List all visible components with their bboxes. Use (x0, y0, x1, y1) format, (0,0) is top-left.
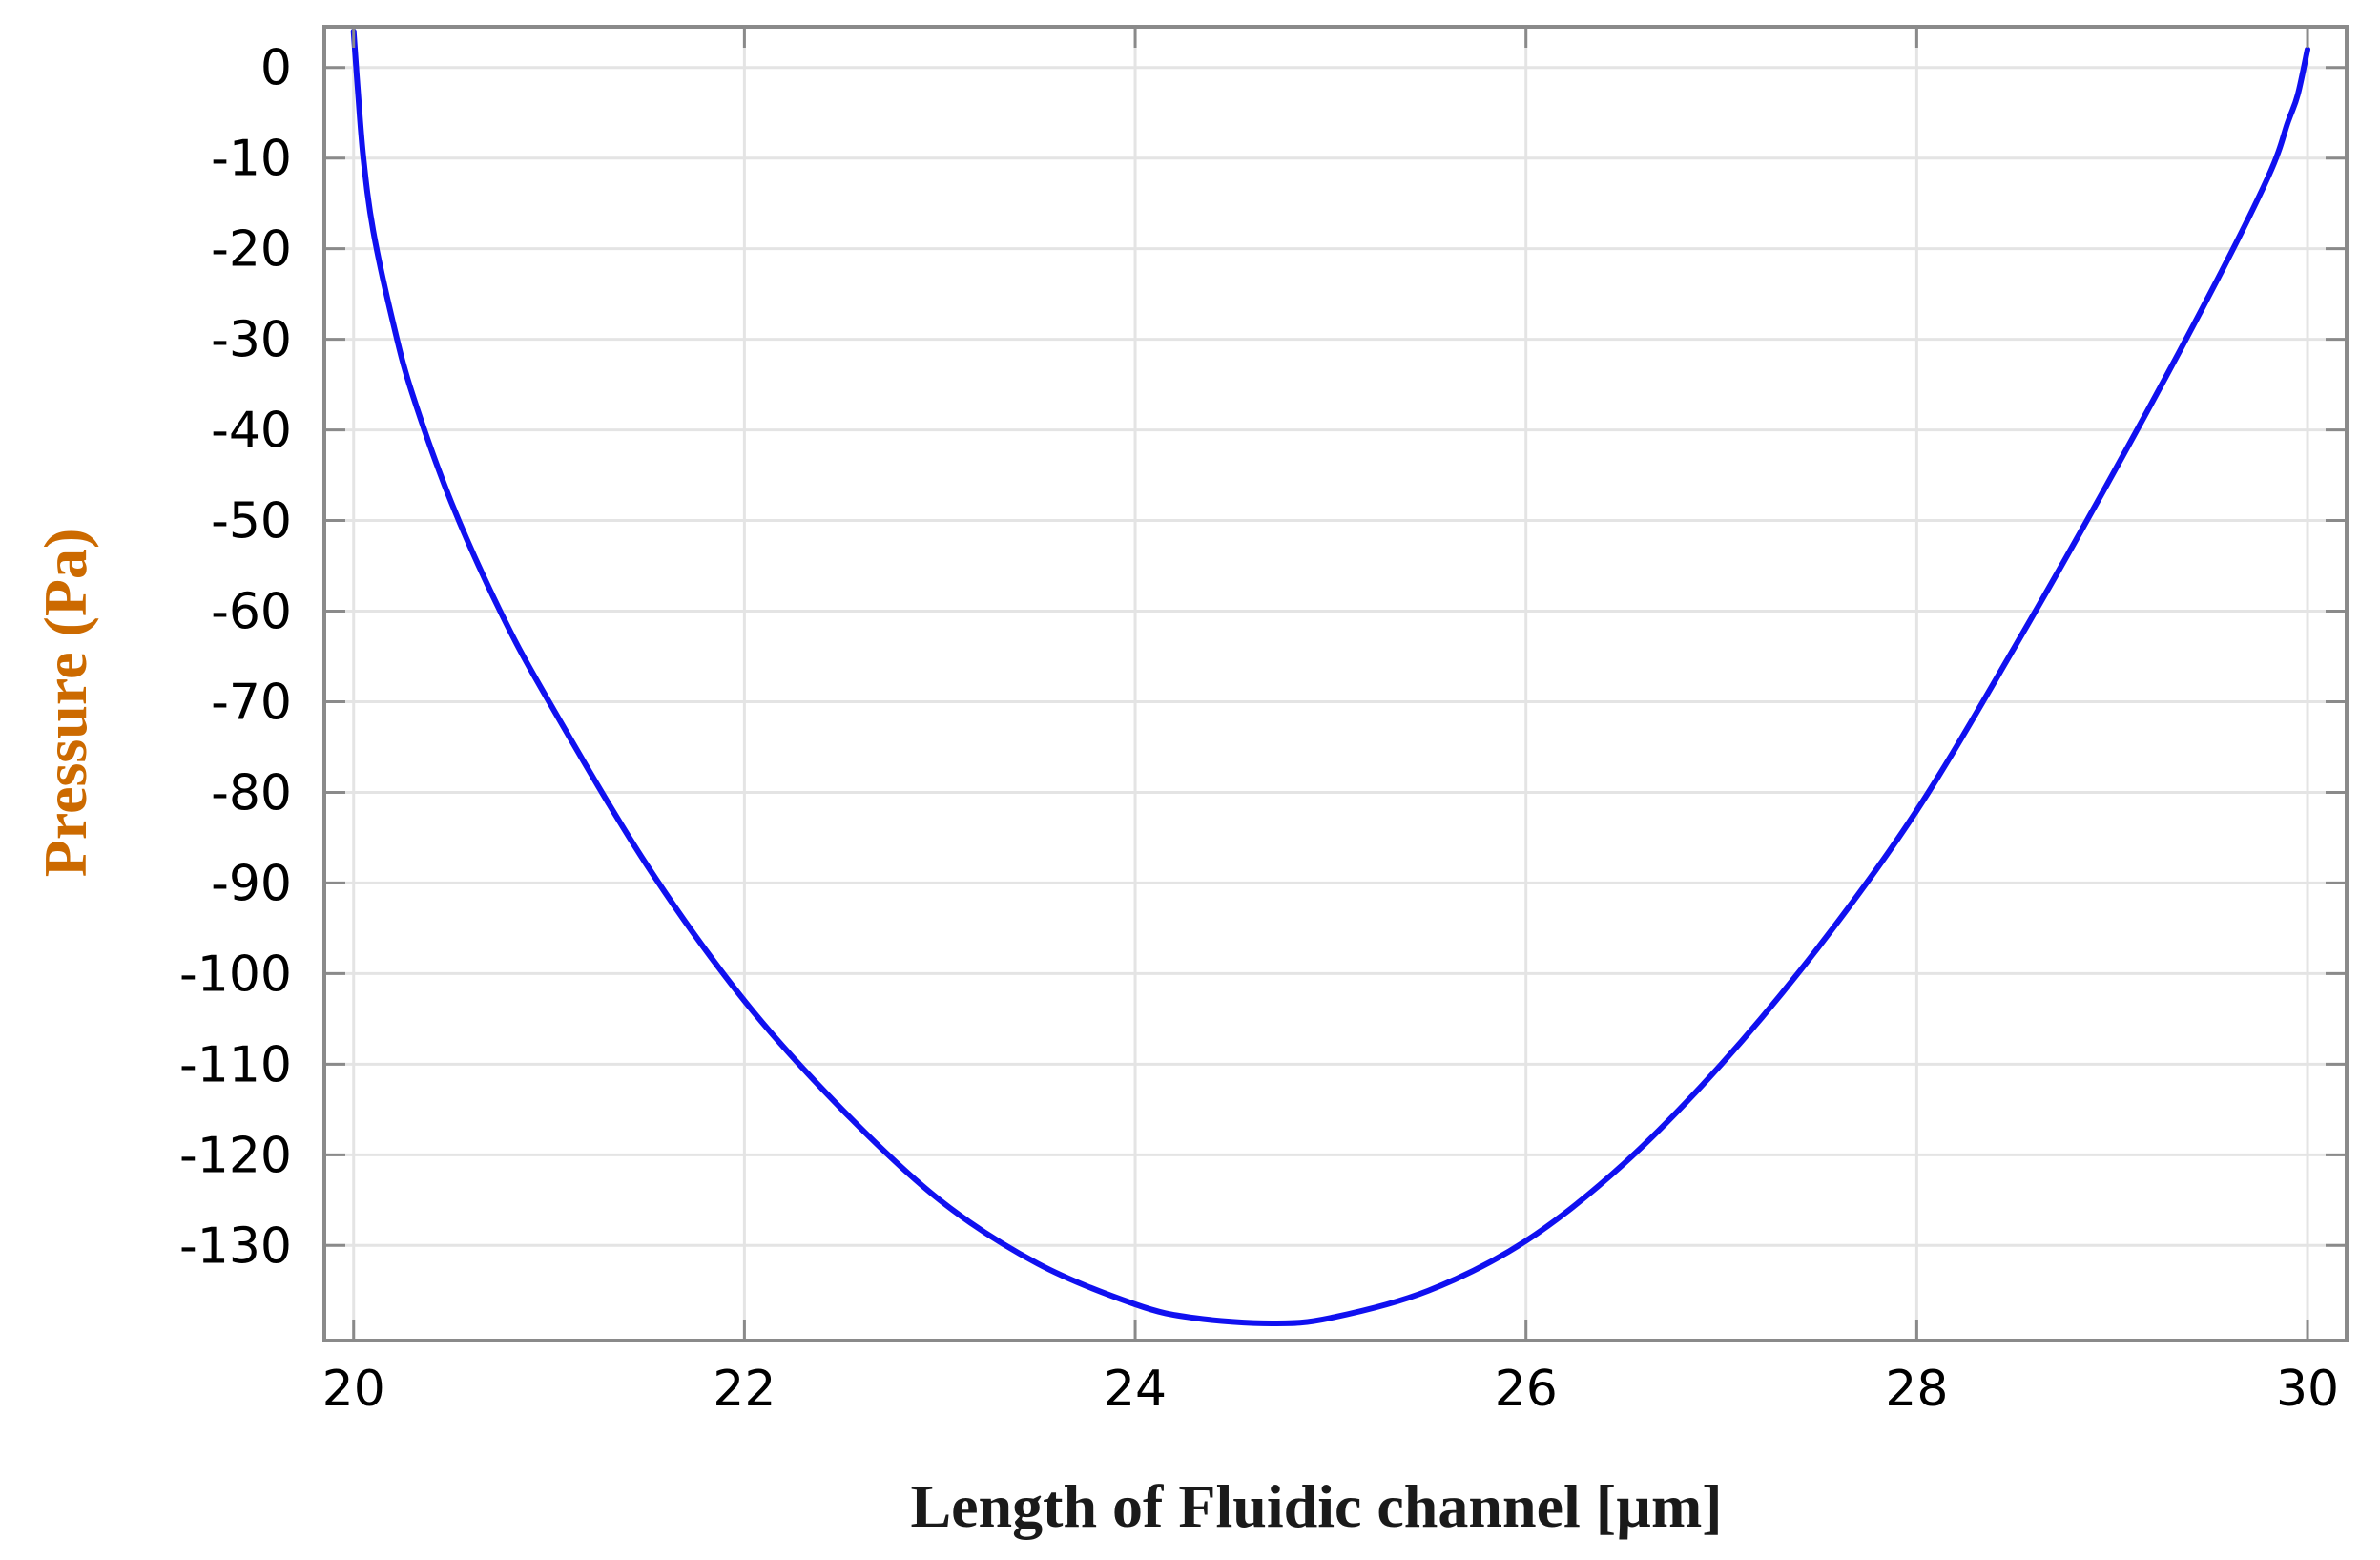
x-tick-label: 24 (1104, 1361, 1167, 1418)
y-tick-label: -110 (179, 1036, 292, 1093)
x-tick-label: 30 (2276, 1361, 2339, 1418)
grid (324, 27, 2347, 1341)
y-tick-label: -40 (211, 403, 292, 460)
y-tick-label: -70 (211, 674, 292, 731)
y-tick-label: -100 (179, 946, 292, 1003)
axis-ticks: 20 22 24 26 28 30 0 -10 -20 -30 -40 -50 -60 -70 -80 -90… (179, 27, 2347, 1418)
y-tick-label: -10 (211, 131, 292, 188)
x-tick-label: 28 (1885, 1361, 1948, 1418)
y-tick-label: -90 (211, 855, 292, 912)
x-tick-label: 26 (1495, 1361, 1558, 1418)
y-tick-label: -130 (179, 1217, 292, 1275)
y-tick-label: -20 (211, 221, 292, 279)
y-tick-label: 0 (260, 40, 292, 97)
y-tick-label: -30 (211, 312, 292, 369)
x-tick-label: 20 (322, 1361, 385, 1418)
plot-frame (322, 25, 2349, 1342)
y-tick-label: -80 (211, 764, 292, 822)
y-tick-label: -60 (211, 584, 292, 641)
x-axis-title: Length of Fluidic channel [µm] (910, 1472, 1722, 1540)
y-tick-label: -50 (211, 493, 292, 551)
pressure-series-line (350, 28, 2311, 1326)
y-axis-title: Pressure (Pa) (31, 529, 99, 878)
series-layer (350, 28, 2311, 1326)
y-tick-label: -120 (179, 1127, 292, 1184)
x-tick-label: 22 (713, 1361, 776, 1418)
